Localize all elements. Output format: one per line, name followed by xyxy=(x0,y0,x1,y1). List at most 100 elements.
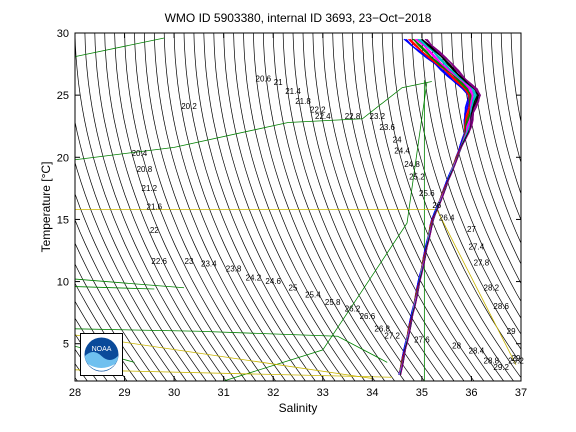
isopycnal-line xyxy=(0,33,18,381)
isopycnal-line xyxy=(481,33,521,221)
isopycnal-label: 24.4 xyxy=(394,147,410,156)
isopycnal-line xyxy=(84,33,217,381)
isopycnal-label: 22.4 xyxy=(315,112,331,121)
isopycnal-label: 25.8 xyxy=(325,298,341,307)
isopycnal-line xyxy=(541,33,576,381)
isopycnal-line xyxy=(292,33,425,381)
isopycnal-line xyxy=(500,33,521,164)
isopycnal-label: 21 xyxy=(274,78,283,87)
isopycnal-label: 21.4 xyxy=(285,87,301,96)
isopycnal-line xyxy=(153,33,286,381)
isopycnal-line xyxy=(471,33,521,245)
isopycnal-label: 26 xyxy=(432,201,441,210)
isopycnal-label: 25.6 xyxy=(419,189,435,198)
isopycnal-line xyxy=(312,33,445,381)
noaa-logo: NOAA xyxy=(80,333,123,376)
isopycnal-label: 25.4 xyxy=(305,291,321,300)
isopycnal-line xyxy=(104,33,237,381)
y-tick-label: 5 xyxy=(63,339,69,351)
x-tick-label: 35 xyxy=(416,387,428,399)
isopycnal-label: 24.2 xyxy=(246,273,262,282)
isopycnal-label: 21.2 xyxy=(142,184,158,193)
isopycnal-label: 20.8 xyxy=(137,165,153,174)
isopycnal-line xyxy=(223,33,356,381)
y-tick-label: 25 xyxy=(57,90,69,102)
isopycnal-line xyxy=(510,33,521,124)
isopycnal-line xyxy=(0,33,28,381)
isopycnal-label: 23 xyxy=(185,257,194,266)
isopycnal-line xyxy=(75,282,138,381)
isopycnal-line xyxy=(213,33,346,381)
isopycnal-label: 22 xyxy=(150,226,159,235)
green-reference-line xyxy=(75,328,388,363)
isopycnal-line xyxy=(352,33,485,381)
isopycnal-label: 21.6 xyxy=(147,203,163,212)
ts-profiles xyxy=(398,38,482,375)
isopycnal-label: 27 xyxy=(467,225,476,234)
isopycnal-label: 28 xyxy=(452,342,461,351)
isopycnal-line xyxy=(421,33,521,335)
isopycnal-label: 27.2 xyxy=(384,332,400,341)
green-reference-line xyxy=(223,82,428,381)
isopycnal-label: 26.8 xyxy=(374,324,390,333)
isopycnal-line xyxy=(193,33,326,381)
y-tick-label: 30 xyxy=(57,28,69,40)
isopycnal-label: 24.6 xyxy=(265,277,281,286)
x-axis-label: Salinity xyxy=(279,401,318,415)
isopycnal-line xyxy=(431,33,521,319)
x-tick-label: 30 xyxy=(168,387,180,399)
y-axis-label: Temperature [°C] xyxy=(39,162,53,253)
green-reference-line xyxy=(75,37,165,58)
isopycnal-line xyxy=(203,33,336,381)
isopycnal-line xyxy=(124,33,257,381)
x-tick-label: 37 xyxy=(515,387,527,399)
isopycnal-line xyxy=(144,33,276,381)
isopycnal-line xyxy=(262,33,395,381)
isopycnal-label: 27.4 xyxy=(469,242,485,251)
isopycnal-line xyxy=(75,218,167,381)
isopycnal-line xyxy=(391,33,521,379)
isopycnal-line xyxy=(0,33,38,381)
isopycnal-line xyxy=(332,33,465,381)
x-tick-label: 29 xyxy=(118,387,130,399)
isopycnal-line xyxy=(520,33,521,44)
chart-title: WMO ID 5903380, internal ID 3693, 23−Oct… xyxy=(165,11,432,25)
isopycnal-line xyxy=(371,33,504,381)
isopycnal-line xyxy=(282,33,415,381)
isopycnal-label: 25 xyxy=(289,283,298,292)
x-tick-label: 28 xyxy=(69,387,81,399)
isopycnal-label: 23.4 xyxy=(201,260,217,269)
isopycnal-line xyxy=(362,33,494,381)
isopycnal-label: 29 xyxy=(507,327,516,336)
isopycnal-label: 29 xyxy=(512,354,521,363)
x-tick-label: 32 xyxy=(267,387,279,399)
isopycnal-label: 26.2 xyxy=(345,304,361,313)
isopycnal-line xyxy=(441,33,521,303)
green-reference-line xyxy=(75,286,155,290)
yellow-reference-line xyxy=(436,209,517,366)
noaa-wave-icon xyxy=(85,352,118,371)
isopycnal-line xyxy=(411,33,521,350)
isopycnal-line xyxy=(233,33,366,381)
isopycnal-label: 20.4 xyxy=(132,149,148,158)
x-tick-label: 34 xyxy=(366,387,378,399)
isopycnal-label: 26.4 xyxy=(439,214,455,223)
isopycnal-label: 28.2 xyxy=(484,283,500,292)
isopycnal-line xyxy=(94,33,227,381)
isopycnal-label: 20.6 xyxy=(256,75,272,84)
isopycnal-line xyxy=(342,33,475,381)
isopycnal-line xyxy=(0,33,68,381)
plot-frame xyxy=(74,32,522,382)
x-tick-label: 31 xyxy=(218,387,230,399)
isopycnal-label: 28.6 xyxy=(493,302,509,311)
isopycnal-line xyxy=(253,33,385,381)
isopycnal-line xyxy=(75,192,177,381)
isopycnal-label: 20.2 xyxy=(181,102,197,111)
isopycnal-line xyxy=(75,300,128,381)
y-tick-label: 15 xyxy=(57,214,69,226)
y-tick-label: 20 xyxy=(57,152,69,164)
isopycnal-label: 26.6 xyxy=(360,312,376,321)
isopycnal-label: 24.8 xyxy=(404,160,420,169)
isopycnal-label: 23.6 xyxy=(379,123,395,132)
